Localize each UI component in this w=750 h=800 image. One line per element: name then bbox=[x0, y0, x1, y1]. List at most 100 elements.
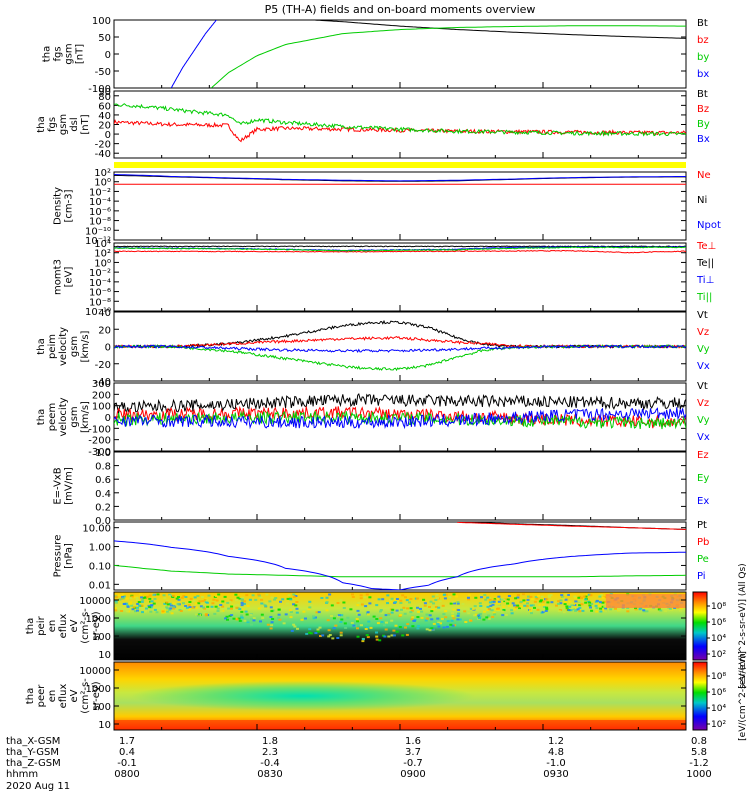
x-tick-label: 1.6 bbox=[405, 736, 421, 747]
colorbar-tick-label: 10⁸ bbox=[711, 672, 726, 682]
legend-entry: Bx bbox=[697, 134, 710, 145]
legend-entry: Ti⊥ bbox=[696, 275, 714, 286]
panel-efield: 1.0 0.8 0.6 0.4 0.2 0.0 E=-VxB[mV/m] Ez Ey Ex bbox=[53, 448, 710, 527]
panels: 100500-50-100thafgsgsm[nT]Btbzbybx908060… bbox=[25, 16, 748, 741]
y-axis-label: thapeimvelocitygsm[km/s] bbox=[36, 327, 91, 366]
legend-entry: bz bbox=[697, 35, 709, 46]
series-line-bx bbox=[170, 20, 218, 88]
colorbar-tick-label: 10⁴ bbox=[711, 634, 726, 644]
colorbar-tick-label: 10² bbox=[711, 720, 726, 730]
y-tick-label: 10⁻¹² bbox=[85, 236, 111, 247]
legend-entry: bx bbox=[697, 69, 709, 80]
colorbar-label: [eV/(cm^2-s-sr-eV)] bbox=[738, 651, 748, 741]
y-tick-label: 0.01 bbox=[89, 580, 111, 591]
series-line-Bt bbox=[305, 20, 686, 39]
y-tick-label: 100 bbox=[92, 16, 111, 27]
series-line-Pi bbox=[114, 540, 686, 590]
y-tick-label: 90 bbox=[98, 87, 111, 98]
x-tick-label: 3.7 bbox=[405, 747, 421, 758]
series-line-Npot bbox=[114, 174, 686, 182]
series-line-Vt bbox=[114, 319, 686, 349]
y-tick-label: 300 bbox=[92, 379, 111, 390]
x-tick-label: -0.1 bbox=[117, 758, 137, 769]
plot-title: P5 (TH-A) fields and on-board moments ov… bbox=[265, 3, 536, 16]
y-tick-label: 200 bbox=[92, 390, 111, 401]
y-tick-label: 10 bbox=[98, 650, 111, 661]
y-tick-label: 1.0 bbox=[95, 448, 111, 459]
panel-frame bbox=[113, 19, 687, 89]
x-tick-label: 0.4 bbox=[119, 747, 135, 758]
y-tick-label: 0.4 bbox=[95, 489, 111, 500]
panel-fgs_gsm: 100 50 0 -50 -100 thafgsgsm[nT] Bt bz by bx bbox=[42, 16, 710, 95]
legend-entry: Ni bbox=[697, 195, 707, 206]
legend-entry: Vx bbox=[697, 432, 710, 443]
x-tick-label: -1.0 bbox=[546, 758, 566, 769]
x-axis-row-label: 2020 Aug 11 bbox=[6, 781, 70, 792]
y-tick-label: 100 bbox=[92, 632, 111, 643]
x-tick-label: -0.7 bbox=[403, 758, 423, 769]
series-line-Vx bbox=[114, 344, 686, 354]
legend-entry: Bt bbox=[697, 89, 708, 100]
y-tick-label: 0.10 bbox=[89, 561, 111, 572]
series-line-Vy bbox=[114, 344, 686, 372]
x-axis-row-label: tha_X-GSM bbox=[6, 736, 60, 747]
x-tick-label: -0.4 bbox=[260, 758, 280, 769]
legend-entry: Vz bbox=[697, 327, 709, 338]
y-tick-label: 10.00 bbox=[82, 524, 111, 535]
legend-entry: Pi bbox=[697, 571, 706, 582]
legend-entry: Ne bbox=[697, 170, 711, 181]
y-tick-label: -200 bbox=[88, 436, 111, 447]
y-axis-label: E=-VxB[mV/m] bbox=[53, 467, 75, 505]
y-tick-label: 10⁻¹⁰ bbox=[85, 226, 111, 237]
series-line-Ti|| bbox=[114, 246, 686, 252]
colorbar-tick-label: 10² bbox=[711, 650, 726, 660]
y-tick-label: 10⁻² bbox=[89, 187, 111, 198]
x-axis-row-label: tha_Y-GSM bbox=[6, 747, 59, 758]
y-tick-label: 50 bbox=[98, 33, 111, 44]
legend-entry: By bbox=[697, 119, 710, 130]
panel-frame bbox=[113, 521, 687, 591]
y-tick-label: 10⁻⁶ bbox=[89, 288, 111, 299]
y-tick-label: 20 bbox=[98, 325, 111, 336]
y-axis-label: thapeirenefluxeV(cm²-s-sr-eV) bbox=[25, 608, 102, 644]
series-line-Ti⊥ bbox=[114, 246, 686, 252]
y-tick-label: 100 bbox=[92, 402, 111, 413]
legend-entry: Vt bbox=[697, 310, 708, 321]
panel-frame bbox=[113, 242, 687, 312]
x-tick-label: 1.7 bbox=[119, 736, 135, 747]
x-tick-label: 1000 bbox=[686, 769, 711, 780]
y-axis-label: thafgsgsmdsl[nT] bbox=[36, 114, 91, 135]
status-bar bbox=[114, 162, 686, 168]
series-line-Vt bbox=[114, 392, 686, 415]
y-tick-label: 0 bbox=[105, 50, 111, 61]
y-axis-label: thapeemvelocitygsm[km/s] bbox=[36, 397, 91, 436]
y-tick-label: 10⁴ bbox=[94, 239, 111, 250]
panel-frame bbox=[113, 171, 687, 241]
x-tick-label: 0900 bbox=[400, 769, 425, 780]
series-line-Te⊥ bbox=[114, 249, 686, 254]
legend-entry: Ti|| bbox=[696, 292, 712, 303]
y-axis-label: Pressure[nPa] bbox=[53, 535, 75, 578]
legend-entry: Pb bbox=[697, 537, 709, 548]
y-tick-label: 10⁻⁸ bbox=[89, 297, 111, 308]
y-tick-label: 10 bbox=[98, 720, 111, 731]
x-tick-label: 5.8 bbox=[691, 747, 707, 758]
legend-entry: Pe bbox=[697, 554, 709, 565]
y-tick-label: 1000 bbox=[86, 614, 111, 625]
colorbar-tick-label: 10⁸ bbox=[711, 602, 726, 612]
legend-entry: Ez bbox=[697, 450, 709, 461]
y-tick-label: 100 bbox=[92, 702, 111, 713]
y-tick-label: 20 bbox=[98, 121, 111, 132]
legend-entry: Pt bbox=[697, 520, 707, 531]
y-tick-label: 10⁻¹⁰ bbox=[85, 307, 111, 318]
y-tick-label: 10⁰ bbox=[94, 178, 111, 189]
x-axis-row-label: tha_Z-GSM bbox=[6, 758, 61, 769]
x-tick-label: 2.3 bbox=[262, 747, 278, 758]
y-tick-label: 0 bbox=[105, 130, 111, 141]
colorbar-tick-label: 10⁴ bbox=[711, 704, 726, 714]
legend-entry: Te⊥ bbox=[696, 241, 716, 252]
